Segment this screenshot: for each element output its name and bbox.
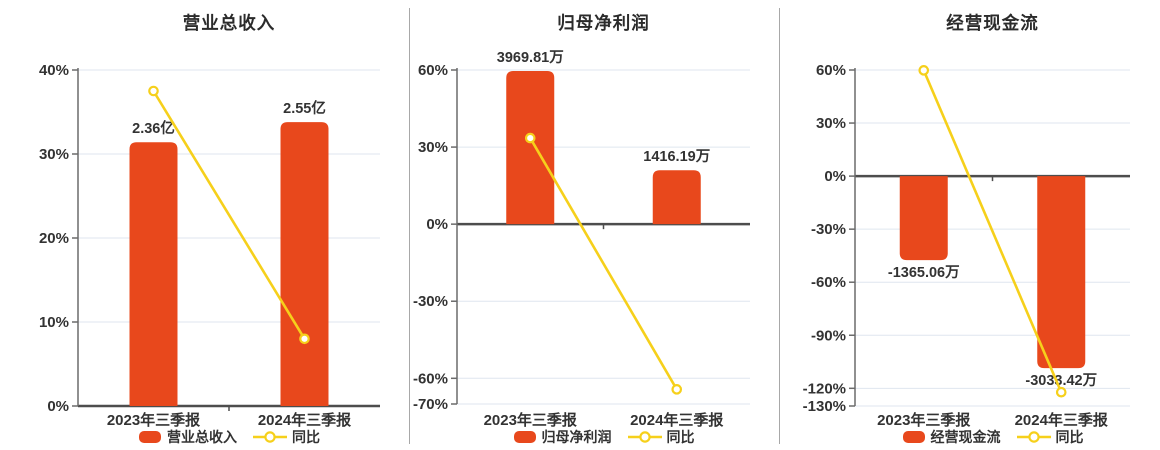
y-tick-label: 10% [39,314,69,331]
legend-label: 归母净利润 [541,429,612,445]
y-tick-label: -130% [803,398,846,415]
y-tick-label: 30% [816,115,846,132]
legend-line-marker-icon [627,431,662,443]
chart-panel-net-profit: 归母净利润 -70% -60% -30% 0% 30% 60% 3969.81万 1416.1… [409,0,779,450]
yoy-marker [1055,386,1067,398]
bar-value-label: -3033.42万 [1025,372,1097,389]
x-axis-label: 2023年三季报 [483,412,577,429]
y-tick-label: 60% [816,62,846,79]
yoy-line [922,69,1063,393]
legend-item-bar: 经营现金流 [902,427,1001,447]
y-tick-label: -60% [811,274,846,291]
chart-plot: -130%-120% -90% -60% -30% 0% 30% 60% -1365.06万 -… [803,62,1130,415]
x-axis-labels: 2023年三季报 2024年三季报 [0,409,409,429]
yoy-line [152,90,306,340]
legend-label: 营业总收入 [167,429,237,445]
bar [899,176,948,261]
y-tick-label: 0% [47,398,69,415]
bar [1037,176,1086,369]
y-tick-label: -60% [413,370,448,387]
x-axis-labels: 2023年三季报 2024年三季报 [779,409,1160,429]
y-tick-label: -90% [811,327,846,344]
legend-bar-marker-icon [139,431,161,443]
chart-plot: -70% -60% -30% 0% 30% 60% 3969.81万 1416.19万 [413,49,750,413]
legend-bar-swatch [902,431,925,443]
panel-divider [779,8,780,444]
chart-title: 营业总收入 [182,13,276,33]
bar [129,142,178,407]
legend-item-bar: 营业总收入 [138,427,237,447]
chart-panel-operating-cash-flow: 经营现金流 -130% -120% -90% -60% -30% 0% 30% 60% -136… [779,0,1160,450]
bar-value-label: 1416.19万 [643,148,710,165]
bar-value-label: 2.36亿 [132,119,175,137]
chart-plot: 0% 10% 20% 30% 40% 2.36亿 2.55亿 [39,62,380,415]
panel-divider [409,8,410,444]
chart-legend: 归母净利润 同比 [457,427,750,447]
x-axis-label: 2023年三季报 [106,412,201,429]
bar-value-label: 3969.81万 [497,49,564,66]
legend-line-marker [264,431,276,443]
y-tick-label: 20% [39,230,69,247]
yoy-marker [671,384,683,395]
x-axis-label: 2023年三季报 [877,412,971,429]
legend-bar-marker-icon [902,431,925,443]
legend-line-marker [638,431,651,443]
legend-line-marker [1027,431,1040,443]
x-axis-label: 2024年三季报 [257,412,352,429]
y-tick-label: -70% [413,396,448,413]
x-axis-label: 2024年三季报 [1014,412,1108,429]
yoy-marker [918,65,930,76]
legend-item-bar: 归母净利润 [513,427,612,447]
legend-bar-swatch [139,431,161,443]
y-tick-label: 0% [824,168,846,185]
y-tick-label: -120% [803,380,846,397]
legend-line-marker-icon [253,431,287,443]
legend-label: 同比 [1055,429,1084,445]
yoy-marker [299,333,310,345]
legend-bar-marker-icon [513,431,536,443]
y-tick-label: 30% [39,146,69,163]
y-tick-label: 40% [39,62,69,79]
bar [652,170,701,225]
bar-value-label: -1365.06万 [888,264,960,281]
chart-legend: 经营现金流 同比 [855,427,1130,447]
legend-line-marker-icon [1016,431,1051,443]
y-tick-label: 60% [418,62,448,79]
legend-label: 同比 [292,429,320,445]
chart-title: 归母净利润 [557,13,650,33]
legend-item-line: 同比 [253,427,320,447]
bar-value-label: 2.55亿 [283,99,326,117]
chart-panel-operating-revenue: 营业总收入 0% 10% 20% 30% 40% 2.36亿 2.55亿 2023年三季报 2… [0,0,409,450]
legend-bar-swatch [513,431,536,443]
legend-item-line: 同比 [627,427,695,447]
bar [506,71,555,225]
y-tick-label: -30% [413,293,448,310]
yoy-line [529,137,678,391]
yoy-marker [524,132,536,144]
x-axis-labels: 2023年三季报 2024年三季报 [409,409,779,429]
x-axis-label: 2024年三季报 [630,412,724,429]
y-tick-label: 30% [418,139,448,156]
legend-label: 同比 [666,429,695,445]
legend-item-line: 同比 [1016,427,1084,447]
chart-title: 经营现金流 [946,13,1039,33]
legend-label: 经营现金流 [930,429,1001,445]
y-tick-label: -30% [811,221,846,238]
chart-legend: 营业总收入 同比 [78,427,380,447]
y-tick-label: 0% [426,216,448,233]
bar [280,122,329,406]
yoy-marker [148,85,159,97]
